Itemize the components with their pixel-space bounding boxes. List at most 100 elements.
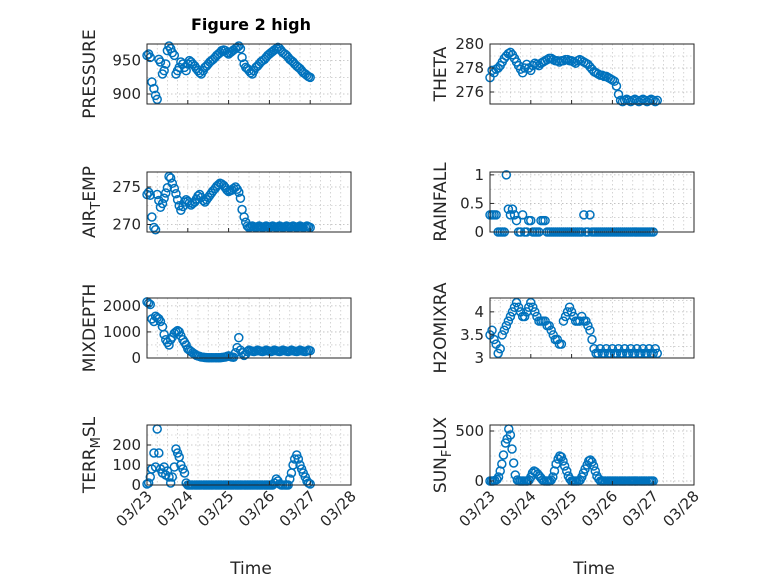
x-axis-label-left: Time <box>229 559 272 579</box>
data-point <box>642 348 652 359</box>
data-point <box>530 307 540 317</box>
x-tick-label: 03/25 <box>537 487 580 530</box>
data-point <box>162 466 173 476</box>
data-point <box>164 340 174 350</box>
data-point <box>613 89 624 100</box>
x-tick-label: 03/25 <box>194 487 237 530</box>
y-tick-label: 0 <box>474 472 484 490</box>
axes-box <box>489 43 695 105</box>
y-axis-label: THETA <box>431 46 451 102</box>
data-point <box>587 334 597 345</box>
y-tick-label: 500 <box>455 422 484 440</box>
x-tick-label: 03/24 <box>496 487 539 530</box>
y-tick-label: 2000 <box>103 297 141 315</box>
y-tick-label: 0 <box>131 476 141 494</box>
x-tick-label: 03/28 <box>317 487 360 530</box>
data-point <box>507 444 517 454</box>
y-tick-label: 900 <box>112 85 141 103</box>
y-tick-label: 200 <box>112 436 141 454</box>
subplot-4: 0 0.5 1 RAINFALL <box>431 162 695 242</box>
data-point <box>508 458 519 468</box>
axes-box <box>146 424 352 486</box>
data-point <box>497 459 507 469</box>
x-axis-label-right: Time <box>572 559 615 579</box>
data-point <box>593 348 603 359</box>
data-point <box>605 348 616 359</box>
data-point <box>528 60 538 71</box>
data-point <box>161 188 171 198</box>
data-point <box>155 57 166 67</box>
data-point <box>165 173 176 183</box>
x-tick-label: 03/27 <box>619 487 662 530</box>
data-point <box>617 348 628 359</box>
data-point <box>491 210 501 220</box>
data-point <box>154 448 164 458</box>
data-point <box>524 302 534 312</box>
data-point <box>556 339 567 349</box>
data-point <box>507 204 518 214</box>
data-point <box>161 59 171 69</box>
data-point <box>157 198 168 209</box>
axes-box <box>489 424 695 486</box>
y-tick-label: 0 <box>474 223 484 241</box>
data-point <box>630 348 640 359</box>
data-point <box>235 193 246 203</box>
x-tick-label: 03/24 <box>153 487 196 530</box>
data-point <box>293 454 304 464</box>
data-point <box>583 320 593 331</box>
y-tick-label: 270 <box>112 216 141 234</box>
data-point <box>609 76 620 86</box>
data-point <box>509 302 520 312</box>
data-point <box>588 461 599 471</box>
plot-area <box>489 171 695 233</box>
data-point <box>149 83 159 94</box>
axes-box <box>146 43 352 105</box>
data-point <box>147 77 157 87</box>
data-point <box>492 474 502 485</box>
data-point <box>546 325 556 336</box>
subplot-7: 010020003/2303/2403/2503/2603/2703/28TER… <box>80 416 360 530</box>
data-point <box>234 187 244 197</box>
data-point <box>150 225 161 235</box>
y-axis-label: H2OMIXRA <box>431 282 451 373</box>
data-point <box>165 478 176 488</box>
data-point <box>562 307 573 317</box>
y-axis-label: PRESSURE <box>80 29 100 118</box>
data-point <box>288 460 298 470</box>
data-point <box>305 72 315 83</box>
data-point <box>179 468 190 478</box>
data-point <box>234 332 244 343</box>
axes-box <box>489 171 695 233</box>
data-point <box>493 472 504 482</box>
data-point <box>493 348 503 359</box>
data-point <box>599 348 609 359</box>
data-point <box>501 170 512 180</box>
x-tick-label: 03/23 <box>456 487 499 530</box>
y-tick-label: 0 <box>131 349 141 367</box>
data-point <box>526 297 536 308</box>
data-point <box>167 178 178 188</box>
y-axis-label: RAINFALL <box>431 162 451 242</box>
data-point <box>511 297 522 308</box>
y-axis-label: TERRMSL <box>80 416 104 494</box>
data-point <box>559 461 570 471</box>
data-point <box>499 325 510 336</box>
data-point <box>497 330 507 340</box>
y-axis-label: SUNFLUX <box>431 417 455 494</box>
data-point <box>579 210 589 220</box>
figure-title: Figure 2 high <box>191 15 311 34</box>
data-point <box>590 466 601 476</box>
data-point <box>487 325 497 336</box>
data-point <box>167 47 178 58</box>
data-point <box>147 212 157 222</box>
data-point <box>548 472 558 482</box>
data-point <box>228 352 239 362</box>
data-point <box>145 190 156 200</box>
data-point <box>526 215 536 226</box>
data-point <box>528 302 538 312</box>
data-point <box>564 302 575 312</box>
subplot-1: 900 950 PRESSURE <box>80 29 352 119</box>
